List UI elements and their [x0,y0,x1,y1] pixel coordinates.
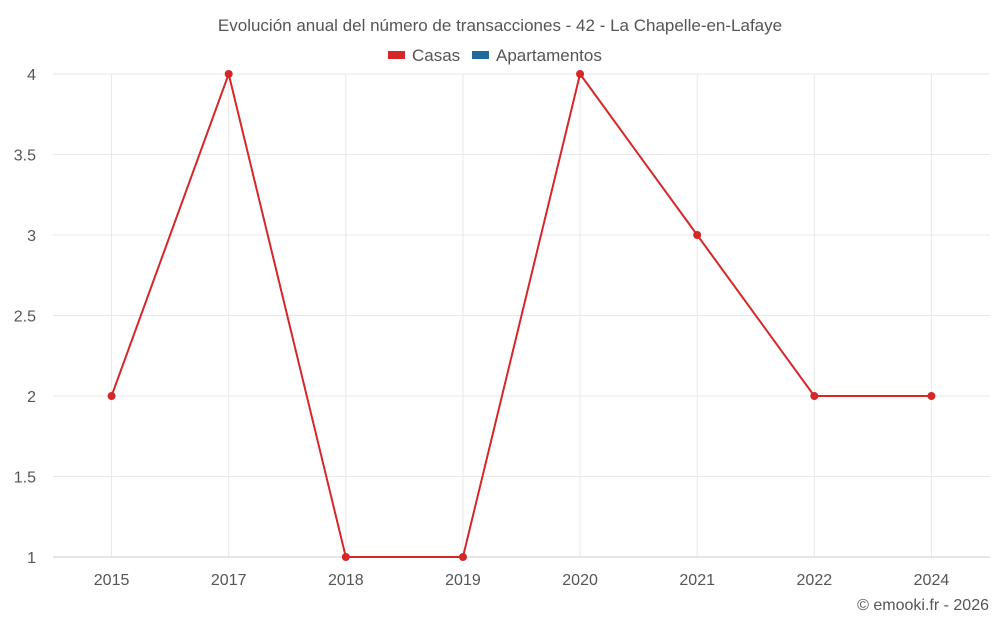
legend-item-casas[interactable]: Casas [388,46,460,65]
x-tick-label: 2021 [679,572,715,589]
y-tick-label: 1.5 [14,470,36,487]
x-tick-label: 2024 [914,572,950,589]
y-tick-label: 2.5 [14,309,36,326]
data-point-2024[interactable] [927,392,936,400]
data-point-2021[interactable] [693,231,702,239]
chart-title: Evolución anual del número de transaccio… [218,16,782,35]
credit-text: © emooki.fr - 2026 [857,597,989,614]
legend: Casas Apartamentos [388,46,602,65]
y-tick-label: 2 [27,389,36,406]
data-point-2018[interactable] [341,553,350,561]
data-point-2015[interactable] [107,392,116,400]
x-tick-label: 2018 [328,572,364,589]
y-tick-label: 3 [27,228,36,245]
data-point-2022[interactable] [810,392,819,400]
y-tick-label: 3.5 [14,148,36,165]
x-tick-label: 2022 [797,572,833,589]
series-casas [107,70,936,561]
x-tick-label: 2017 [211,572,247,589]
legend-swatch-casas [388,51,405,59]
x-axis-ticks: 2015 2017 2018 2019 2020 2021 2022 2024 [94,572,950,589]
x-tick-label: 2019 [445,572,481,589]
legend-label-casas: Casas [412,46,460,65]
y-tick-label: 4 [27,67,36,84]
legend-item-apartamentos[interactable]: Apartamentos [472,46,602,65]
legend-label-apartamentos: Apartamentos [496,46,602,65]
data-point-2020[interactable] [576,70,585,78]
series-line-casas [110,73,932,558]
x-tick-label: 2020 [562,572,598,589]
x-tick-label: 2015 [94,572,130,589]
y-axis-ticks: 1 1.5 2 2.5 3 3.5 4 [14,67,36,567]
data-point-2017[interactable] [224,70,233,78]
grid [53,73,990,558]
y-tick-label: 1 [27,550,36,567]
data-point-2019[interactable] [458,553,467,561]
legend-swatch-apartamentos [472,51,489,59]
